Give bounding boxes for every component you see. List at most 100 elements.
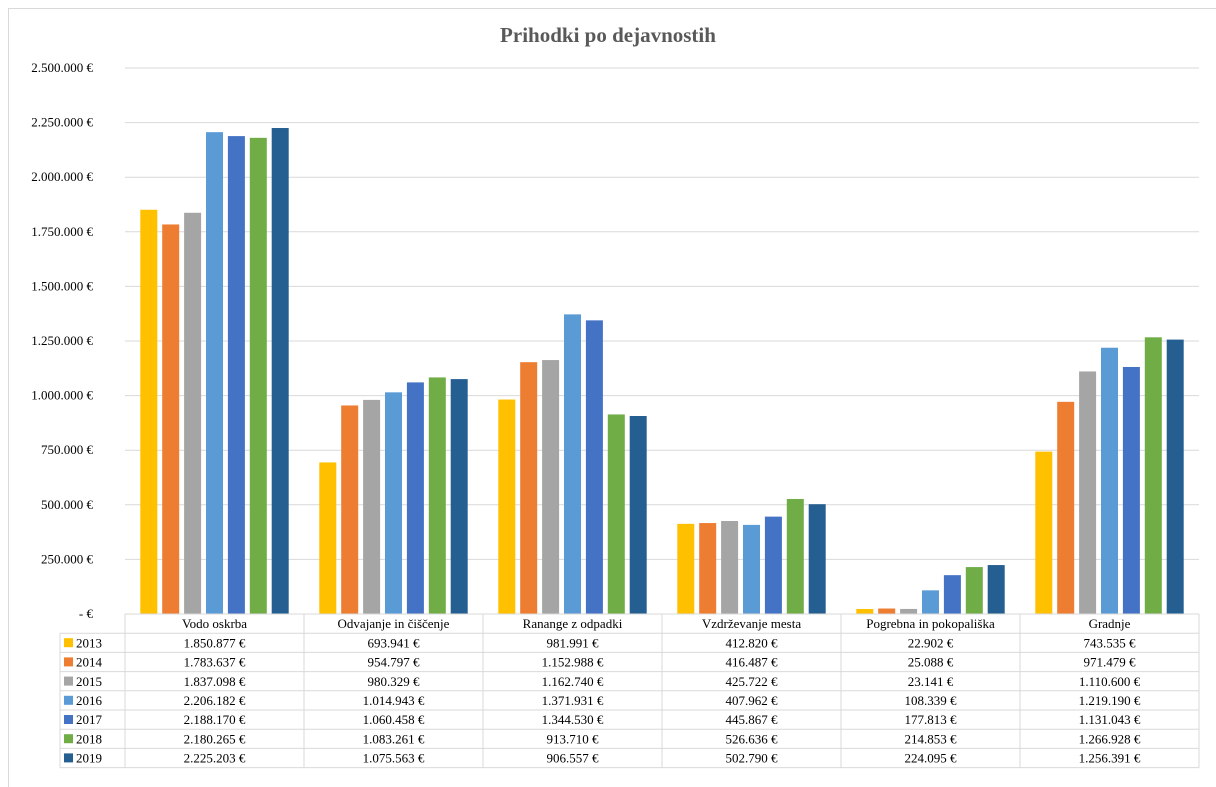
bar <box>498 399 516 614</box>
y-tick-label: 1.750.000 € <box>31 224 93 239</box>
data-label: 22.902 € <box>908 635 954 650</box>
bar <box>607 414 625 614</box>
data-label: 906.557 € <box>547 751 600 766</box>
bar <box>520 362 538 614</box>
data-label: 2.206.182 € <box>184 693 246 708</box>
bar <box>206 132 223 614</box>
bar <box>699 523 717 614</box>
category-label: Pogrebna in pokopališka <box>866 616 995 631</box>
bar <box>856 608 874 614</box>
bar <box>184 212 202 614</box>
legend-swatch <box>64 734 73 744</box>
data-label: 445.867 € <box>726 712 779 727</box>
data-label: 25.088 € <box>908 655 954 670</box>
bar <box>542 360 560 614</box>
category-label: Odvajanje in čiščenje <box>338 616 450 631</box>
y-tick-label: 250.000 € <box>41 551 94 566</box>
data-label: 1.083.261 € <box>363 731 425 746</box>
bar <box>450 379 468 614</box>
bar <box>1057 401 1075 614</box>
data-label: 1.075.563 € <box>363 751 425 766</box>
bar <box>629 416 647 614</box>
data-label: 1.783.637 € <box>184 655 246 670</box>
bar <box>965 567 983 614</box>
data-label: 2.188.170 € <box>184 712 246 727</box>
data-label: 1.266.928 € <box>1079 731 1141 746</box>
data-label: 108.339 € <box>905 693 958 708</box>
data-label: 1.131.043 € <box>1079 712 1141 727</box>
bar <box>743 524 760 614</box>
data-label: 693.941 € <box>368 635 421 650</box>
data-label: 526.636 € <box>726 731 779 746</box>
bar <box>428 377 446 614</box>
legend-label: 2019 <box>76 751 102 766</box>
data-label: 1.344.530 € <box>542 712 604 727</box>
bar <box>808 504 826 614</box>
bar <box>677 523 695 614</box>
legend-swatch <box>64 753 73 763</box>
bar <box>1122 366 1140 614</box>
legend-swatch <box>64 638 73 648</box>
bar <box>1144 337 1162 614</box>
bar <box>900 608 918 614</box>
bar <box>406 382 424 614</box>
data-label: 224.095 € <box>905 751 958 766</box>
bar <box>1079 371 1097 614</box>
bar <box>1035 451 1053 614</box>
bar <box>585 320 603 614</box>
category-label: Ranange z odpadki <box>523 616 623 631</box>
legend-label: 2016 <box>76 693 103 708</box>
bar <box>564 314 581 614</box>
bar <box>1166 339 1184 614</box>
bar <box>363 399 381 614</box>
data-label: 1.256.391 € <box>1079 751 1141 766</box>
chart-frame <box>8 8 1216 787</box>
category-label: Vodo oskrba <box>182 616 247 631</box>
data-label: 412.820 € <box>726 635 779 650</box>
bar <box>249 137 267 614</box>
legend-label: 2014 <box>76 655 103 670</box>
y-tick-label: 500.000 € <box>41 497 94 512</box>
legend-label: 2018 <box>76 731 102 746</box>
y-tick-label: 1.250.000 € <box>31 333 93 348</box>
data-label: 502.790 € <box>726 751 779 766</box>
bar <box>319 462 337 614</box>
data-label: 1.152.988 € <box>542 655 604 670</box>
data-label: 743.535 € <box>1084 635 1137 650</box>
data-label: 1.162.740 € <box>542 674 604 689</box>
legend-label: 2015 <box>76 674 102 689</box>
bar <box>227 136 245 614</box>
y-tick-label: 2.250.000 € <box>31 115 93 130</box>
data-label: 1.060.458 € <box>363 712 425 727</box>
data-label: 1.850.877 € <box>184 635 246 650</box>
y-tick-label: 2.500.000 € <box>31 60 93 75</box>
bar <box>764 516 782 614</box>
bar <box>878 608 896 614</box>
data-label: 971.479 € <box>1084 655 1137 670</box>
data-label: 1.110.600 € <box>1079 674 1141 689</box>
data-label: 2.180.265 € <box>184 731 246 746</box>
bar <box>385 392 402 614</box>
data-label: 214.853 € <box>905 731 958 746</box>
data-label: 1.219.190 € <box>1079 693 1141 708</box>
data-label: 954.797 € <box>368 655 421 670</box>
y-tick-label: 750.000 € <box>41 442 94 457</box>
category-label: Gradnje <box>1089 616 1131 631</box>
data-label: 1.014.943 € <box>363 693 425 708</box>
bar <box>1101 347 1118 614</box>
legend-swatch <box>64 695 73 705</box>
y-tick-label: 1.500.000 € <box>31 278 93 293</box>
bar <box>721 521 739 614</box>
bar <box>922 590 939 614</box>
legend-label: 2013 <box>76 635 102 650</box>
data-label: 1.371.931 € <box>542 693 604 708</box>
y-tick-label: 1.000.000 € <box>31 388 93 403</box>
bar <box>341 405 359 614</box>
legend-swatch <box>64 657 73 667</box>
y-tick-label: 2.000.000 € <box>31 169 93 184</box>
legend-label: 2017 <box>76 712 103 727</box>
bar <box>162 224 180 614</box>
data-label: 23.141 € <box>908 674 954 689</box>
data-label: 425.722 € <box>726 674 779 689</box>
